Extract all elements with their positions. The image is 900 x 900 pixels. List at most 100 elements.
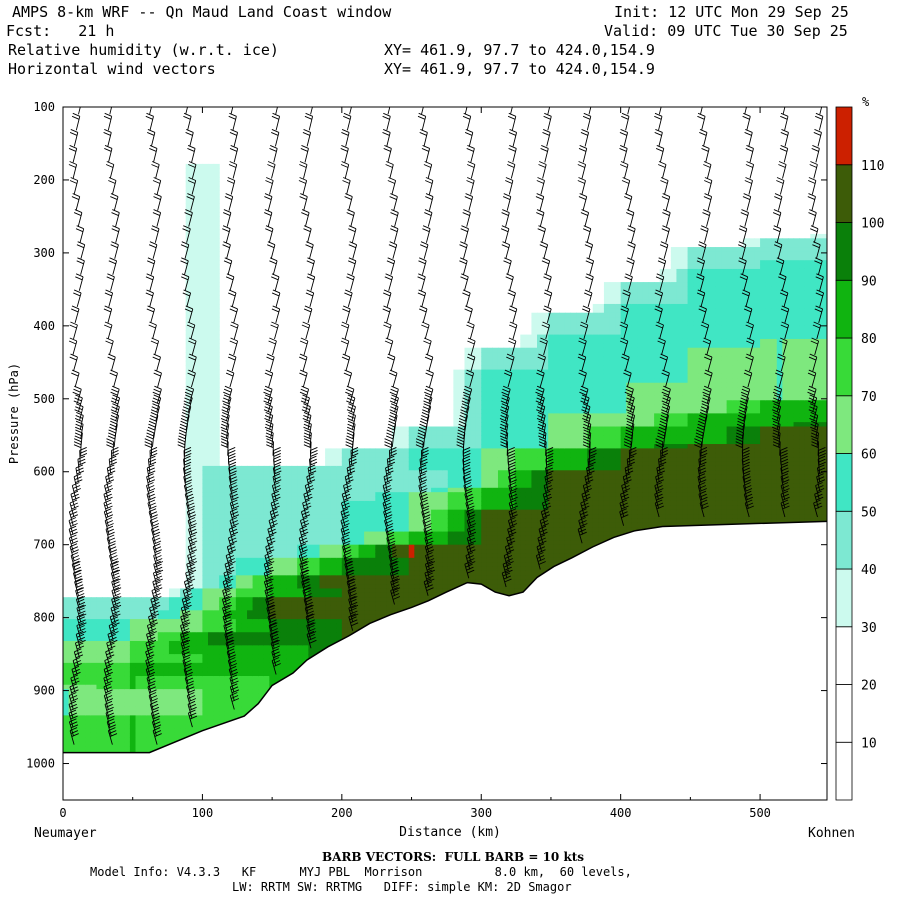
- rh-cell: [269, 570, 276, 576]
- rh-cell: [325, 584, 332, 590]
- rh-cell: [202, 356, 209, 362]
- rh-cell: [191, 251, 198, 257]
- rh-cell: [191, 264, 198, 270]
- rh-cell: [207, 282, 215, 288]
- rh-cell: [336, 465, 343, 471]
- rh-cell: [308, 496, 315, 502]
- rh-cell: [157, 636, 164, 642]
- rh-cell: [191, 303, 198, 309]
- rh-cell: [280, 579, 287, 585]
- rh-cell: [74, 711, 81, 716]
- rh-cell: [207, 404, 215, 410]
- rh-cell: [397, 522, 404, 528]
- rh-cell: [118, 658, 125, 664]
- rh-cell: [219, 527, 226, 533]
- rh-cell: [157, 601, 164, 607]
- rh-cell: [235, 492, 243, 498]
- rh-cell: [336, 575, 343, 581]
- rh-cell: [241, 680, 248, 686]
- rh-cell: [118, 680, 125, 686]
- rh-cell: [85, 706, 92, 712]
- rh-cell: [152, 649, 159, 655]
- rh-cell: [230, 632, 237, 638]
- rh-cell: [330, 636, 337, 642]
- rh-cell: [319, 518, 326, 524]
- rh-cell: [63, 662, 70, 668]
- rh-cell: [196, 649, 204, 655]
- rh-cell: [213, 264, 220, 270]
- rh-cell: [219, 509, 226, 515]
- rh-cell: [213, 282, 220, 288]
- rh-cell: [414, 601, 421, 607]
- rh-cell: [174, 732, 181, 738]
- rh-cell: [213, 308, 220, 314]
- rh-cell: [408, 439, 415, 445]
- rh-cell: [185, 233, 192, 239]
- rh-cell: [319, 636, 326, 642]
- rh-cell: [146, 597, 153, 603]
- rh-cell: [425, 457, 432, 463]
- rh-cell: [397, 575, 404, 581]
- rh-cell: [286, 544, 293, 550]
- rh-cell: [392, 601, 399, 607]
- rh-cell: [219, 553, 226, 559]
- rh-cell: [425, 483, 432, 489]
- rh-cell: [325, 579, 332, 585]
- rh-cell: [425, 553, 432, 559]
- rh-cell: [230, 675, 237, 681]
- rh-cell: [403, 496, 410, 502]
- rh-cell: [213, 584, 220, 590]
- rh-cell: [219, 531, 226, 537]
- rh-cell: [174, 632, 181, 638]
- rh-cell: [74, 597, 81, 603]
- rh-cell: [286, 549, 293, 555]
- rh-cell: [313, 588, 321, 594]
- rh-cell: [408, 496, 415, 502]
- rh-cell: [85, 724, 92, 730]
- rh-cell: [63, 684, 70, 690]
- rh-cell: [313, 614, 321, 620]
- rh-cell: [202, 496, 209, 502]
- rh-cell: [152, 597, 159, 603]
- rh-cell: [191, 185, 198, 191]
- rh-cell: [263, 487, 270, 493]
- rh-cell: [213, 303, 220, 309]
- rh-cell: [252, 662, 259, 668]
- rh-cell: [408, 465, 415, 471]
- rh-cell: [191, 492, 198, 498]
- rh-cell: [364, 505, 371, 511]
- rh-cell: [129, 737, 137, 743]
- rh-cell: [213, 711, 220, 716]
- rh-cell: [241, 649, 248, 655]
- rh-cell: [174, 597, 181, 603]
- rh-cell: [196, 177, 204, 183]
- rh-cell: [280, 592, 287, 598]
- rh-cell: [263, 479, 270, 485]
- rh-cell: [185, 185, 192, 191]
- rh-cell: [269, 636, 276, 642]
- rh-cell: [196, 395, 204, 401]
- rh-cell: [280, 492, 287, 498]
- rh-cell: [280, 544, 287, 550]
- rh-cell: [202, 649, 209, 655]
- rh-cell: [213, 439, 220, 445]
- rh-cell: [191, 273, 198, 279]
- rh-cell: [286, 557, 293, 563]
- rh-cell: [230, 627, 237, 633]
- rh-cell: [308, 592, 315, 598]
- rh-cell: [241, 601, 248, 607]
- rh-cell: [207, 233, 215, 239]
- rh-cell: [191, 220, 198, 226]
- rh-cell: [196, 308, 204, 314]
- rh-cell: [403, 540, 410, 546]
- rh-cell: [297, 649, 304, 655]
- rh-cell: [352, 527, 360, 533]
- rh-cell: [213, 457, 220, 463]
- rh-cell: [319, 509, 326, 515]
- rh-cell: [330, 597, 337, 603]
- rh-cell: [274, 597, 282, 603]
- rh-cell: [230, 535, 237, 541]
- rh-cell: [313, 566, 321, 572]
- rh-cell: [63, 732, 70, 738]
- rh-cell: [207, 527, 215, 533]
